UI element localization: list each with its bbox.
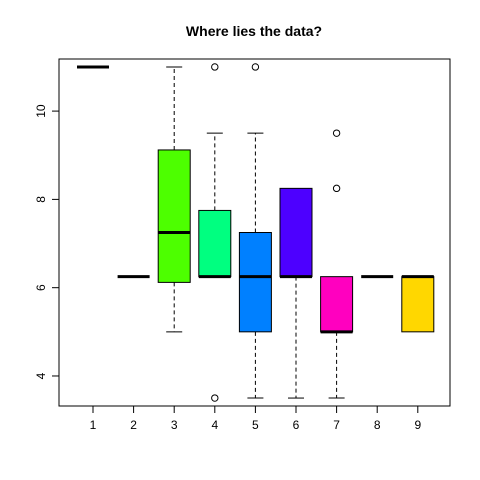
- box-group-4: [198, 63, 232, 402]
- x-tick-label: 3: [171, 418, 178, 432]
- axes-layer: 1 2 3 4 5 6 7 8 9 4 6 8 10: [34, 104, 421, 432]
- chart-title: Where lies the data?: [186, 23, 322, 39]
- box-group-6: [279, 187, 313, 399]
- x-tick-label: 4: [211, 418, 218, 432]
- box-iqr: [198, 209, 232, 278]
- x-tick-label: 5: [252, 418, 259, 432]
- x-tick-label: 7: [333, 418, 340, 432]
- box-iqr: [238, 232, 272, 333]
- x-tick-label: 2: [130, 418, 137, 432]
- y-tick-label: 4: [34, 372, 48, 379]
- box-iqr: [401, 276, 435, 333]
- x-tick-label: 8: [374, 418, 381, 432]
- x-tick-label: 9: [414, 418, 421, 432]
- boxes-layer: [77, 63, 435, 402]
- box-group-7: [320, 129, 354, 399]
- x-tick-label: 1: [90, 418, 97, 432]
- box-group-9: [401, 275, 435, 333]
- box-iqr: [157, 149, 191, 283]
- y-tick-label: 10: [34, 104, 48, 118]
- box-group-3: [157, 66, 191, 333]
- box-group-5: [238, 63, 272, 399]
- box-iqr: [320, 276, 354, 333]
- outlier-point: [211, 394, 219, 402]
- outlier-point: [251, 63, 260, 71]
- x-tick-label: 6: [293, 418, 300, 432]
- y-tick-label: 6: [34, 284, 48, 291]
- outlier-point: [332, 129, 341, 137]
- outlier-point: [332, 184, 341, 193]
- y-tick-label: 8: [34, 196, 48, 203]
- box-iqr: [279, 187, 313, 278]
- outlier-point: [211, 63, 219, 71]
